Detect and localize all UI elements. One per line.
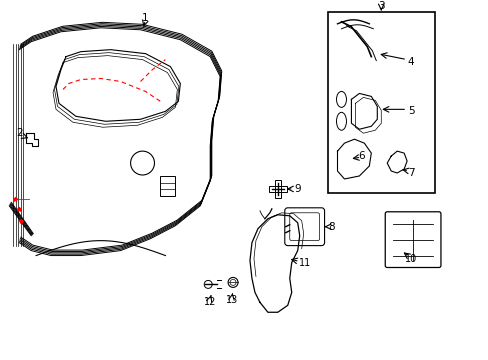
Text: 10: 10: [404, 253, 416, 264]
Text: 4: 4: [407, 57, 413, 67]
Bar: [280, 186, 286, 192]
Bar: [274, 192, 280, 198]
Text: 5: 5: [407, 106, 413, 116]
Text: 7: 7: [407, 168, 413, 178]
Text: 3: 3: [377, 1, 384, 11]
Text: 2: 2: [16, 128, 22, 138]
Bar: [160, 176, 175, 196]
Bar: [274, 180, 280, 186]
Text: 9: 9: [294, 184, 301, 194]
Bar: [327, 12, 434, 193]
Text: 12: 12: [203, 297, 216, 307]
Text: 13: 13: [225, 295, 238, 305]
Text: 1: 1: [142, 13, 148, 23]
Text: 8: 8: [327, 222, 334, 232]
Text: 11: 11: [298, 257, 310, 267]
Bar: [268, 186, 274, 192]
Text: 6: 6: [357, 151, 364, 161]
